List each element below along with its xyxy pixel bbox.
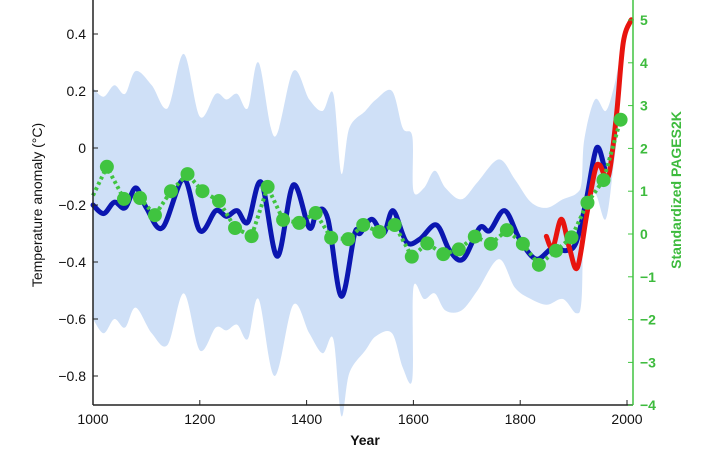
pages2k-marker	[372, 224, 387, 239]
pages2k-marker	[356, 218, 371, 233]
x-tick-label: 1200	[184, 411, 215, 427]
y2-tick-label: −4	[640, 397, 656, 413]
pages2k-marker	[195, 184, 210, 199]
x-axis-label: Year	[350, 432, 380, 448]
pages2k-marker	[580, 195, 595, 210]
y2-tick-label: −3	[640, 354, 656, 370]
axes: 1000 1200 1400 1600 1800 2000 0.4 0.2 0 −0.2 −0.4 −…	[58, 0, 656, 427]
pages2k-marker	[132, 191, 147, 206]
pages2k-marker	[564, 230, 579, 245]
y-tick-label: −0.2	[58, 197, 86, 213]
y-axis-label: Temperature anomaly (°C)	[29, 123, 45, 287]
x-tick-label: 1400	[291, 411, 322, 427]
y2-axis-label: Standardized PAGES2K	[668, 111, 684, 269]
pages2k-marker	[324, 230, 339, 245]
pages2k-marker	[387, 218, 402, 233]
pages2k-marker	[147, 208, 162, 223]
pages2k-marker	[596, 173, 611, 188]
pages2k-marker	[483, 236, 498, 251]
y-tick-label: −0.6	[58, 311, 86, 327]
pages2k-marker	[116, 191, 131, 206]
pages2k-marker	[180, 167, 195, 182]
pages2k-marker	[467, 229, 482, 244]
pages2k-marker	[292, 215, 307, 230]
pages2k-marker	[228, 221, 243, 236]
pages2k-marker	[260, 179, 275, 194]
pages2k-marker	[499, 223, 514, 238]
y2-tick-label: 4	[640, 55, 648, 71]
pages2k-marker	[451, 242, 466, 257]
y2-tick-label: 2	[640, 140, 648, 156]
y2-tick-label: 1	[640, 183, 648, 199]
y2-tick-label: −1	[640, 269, 656, 285]
y-tick-label: −0.4	[58, 254, 86, 270]
y2-tick-label: 3	[640, 98, 648, 114]
pages2k-marker	[99, 159, 114, 174]
pages2k-marker	[212, 194, 227, 209]
instrumental-line-red	[543, 17, 634, 272]
pages2k-marker	[163, 184, 178, 199]
y-tick-label: −0.8	[58, 368, 86, 384]
pages2k-marker	[404, 249, 419, 264]
series-line-layer	[90, 17, 634, 299]
pages2k-marker	[420, 236, 435, 251]
y2-tick-label: 0	[640, 226, 648, 242]
pages2k-marker	[613, 112, 628, 127]
x-tick-label: 1800	[505, 411, 536, 427]
pages2k-marker	[548, 243, 563, 258]
pages2k-marker	[276, 212, 291, 227]
y-tick-label: 0	[78, 140, 86, 156]
y2-tick-label: 5	[640, 12, 648, 28]
pages2k-marker	[515, 236, 530, 251]
pages2k-marker	[341, 232, 356, 247]
y-tick-label: 0.2	[67, 83, 87, 99]
x-tick-label: 1000	[77, 411, 108, 427]
x-tick-label: 1600	[398, 411, 429, 427]
pages2k-marker	[531, 257, 546, 272]
pages2k-marker	[308, 206, 323, 221]
y2-tick-label: −2	[640, 312, 656, 328]
pages2k-marker	[436, 247, 451, 262]
y-tick-label: 0.4	[67, 26, 87, 42]
pages2k-marker	[244, 229, 259, 244]
x-tick-label: 2000	[611, 411, 642, 427]
pages2k-dotted-line	[91, 119, 623, 268]
